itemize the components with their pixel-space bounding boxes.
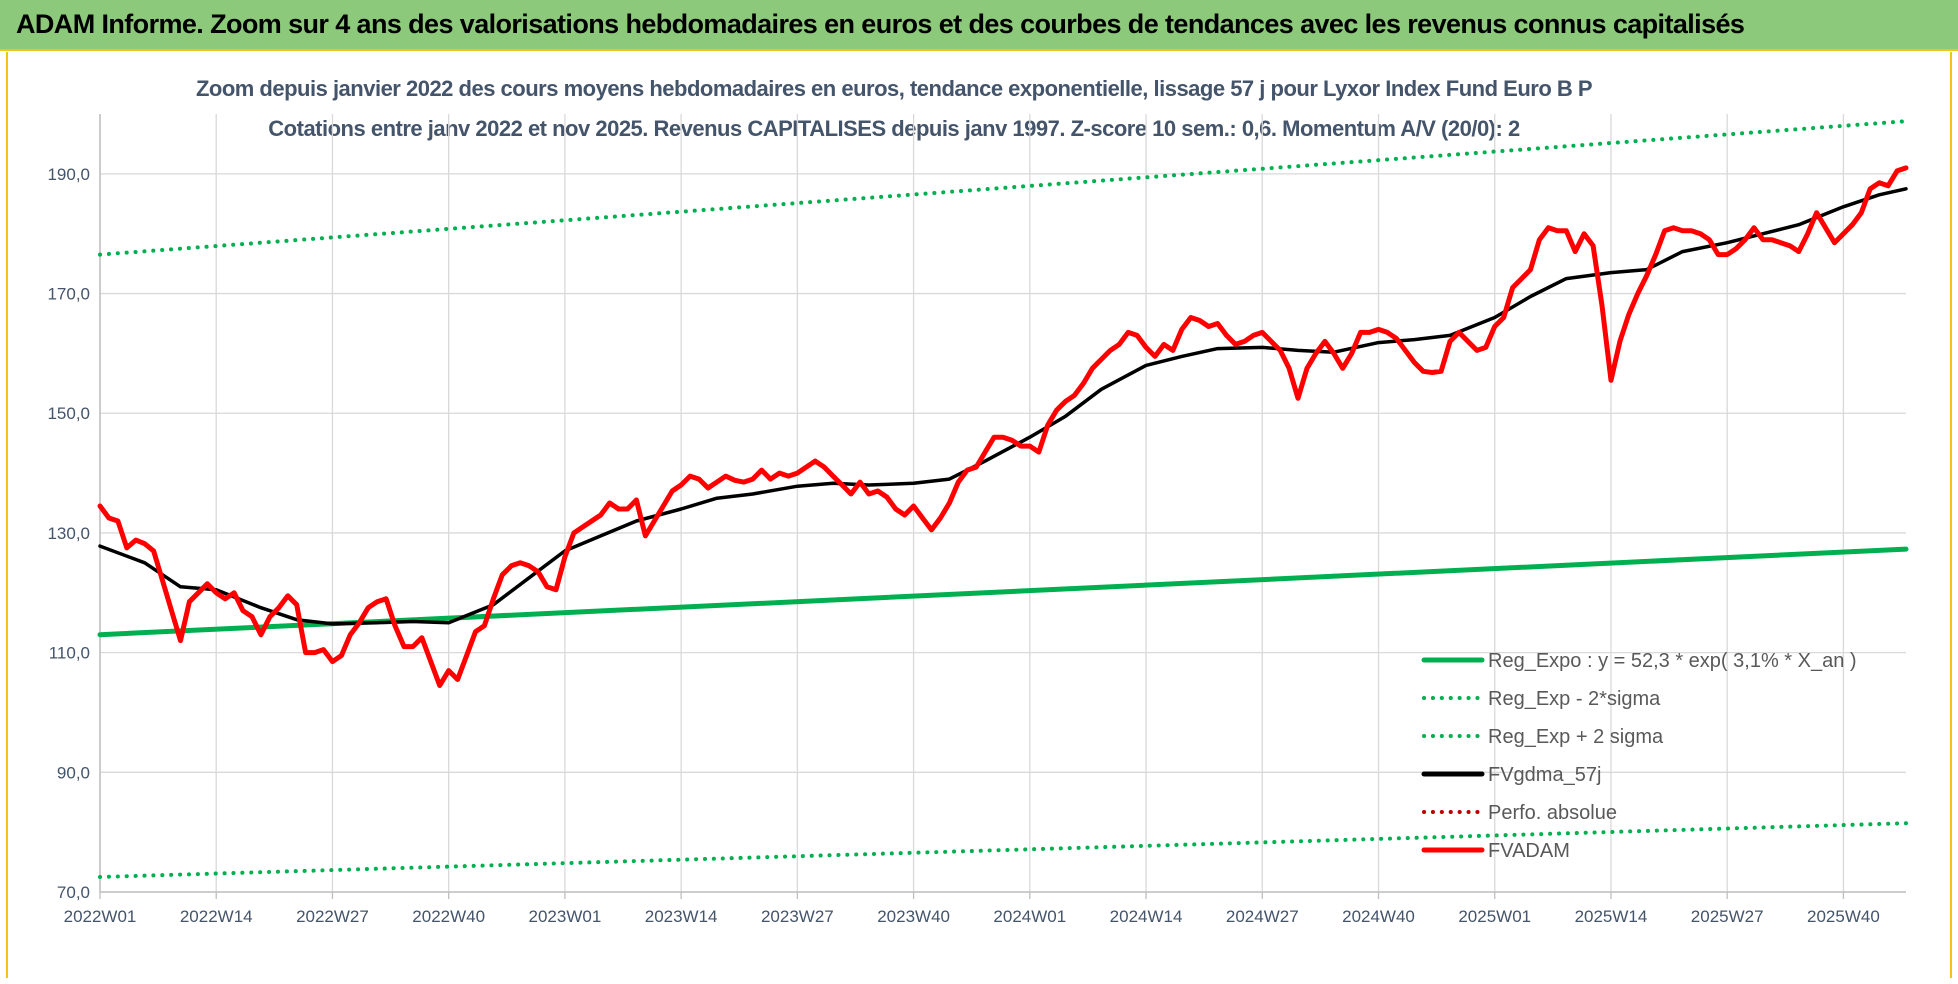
y-tick-label: 70,0 bbox=[57, 883, 90, 902]
legend-label: FVgdma_57j bbox=[1488, 764, 1601, 786]
series-line-reg-exp bbox=[98, 821, 1908, 879]
y-tick-label: 90,0 bbox=[57, 763, 90, 782]
legend: Reg_Expo : y = 52,3 * exp( 3,1% * X_an )… bbox=[1421, 650, 1857, 862]
report-title: ADAM Informe. Zoom sur 4 ans des valoris… bbox=[16, 9, 1745, 39]
chart-subtitle: Cotations entre janv 2022 et nov 2025. R… bbox=[268, 116, 1520, 141]
x-tick-label: 2022W01 bbox=[64, 907, 137, 926]
y-tick-label: 190,0 bbox=[47, 165, 90, 184]
legend-label: FVADAM bbox=[1488, 840, 1570, 862]
report-banner: ADAM Informe. Zoom sur 4 ans des valoris… bbox=[0, 0, 1958, 51]
x-tick-label: 2025W40 bbox=[1807, 907, 1880, 926]
x-tick-label: 2025W01 bbox=[1458, 907, 1531, 926]
series-line-reg-exp bbox=[98, 119, 1908, 257]
x-tick-label: 2024W27 bbox=[1226, 907, 1299, 926]
y-tick-label: 110,0 bbox=[49, 644, 90, 663]
x-tick-label: 2025W14 bbox=[1575, 907, 1648, 926]
axes: 70,0 90,0 110,0 130,0 150,0 170,0 190,0 2022W01… bbox=[47, 114, 1906, 926]
x-tick-label: 2023W14 bbox=[645, 907, 718, 926]
x-tick-label: 2023W40 bbox=[877, 907, 950, 926]
legend-label: Reg_Expo : y = 52,3 * exp( 3,1% * X_an ) bbox=[1488, 650, 1857, 672]
x-tick-label: 2024W14 bbox=[1110, 907, 1183, 926]
x-tick-label: 2024W01 bbox=[993, 907, 1066, 926]
y-tick-label: 150,0 bbox=[47, 404, 90, 423]
x-tick-label: 2023W01 bbox=[529, 907, 602, 926]
y-tick-label: 130,0 bbox=[47, 524, 90, 543]
gridlines bbox=[99, 114, 1906, 893]
y-tick-label: 170,0 bbox=[47, 285, 90, 304]
chart-frame: Zoom depuis janvier 2022 des cours moyen… bbox=[6, 52, 1952, 978]
x-tick-label: 2022W40 bbox=[412, 907, 485, 926]
x-tick-label: 2022W14 bbox=[180, 907, 253, 926]
legend-label: Reg_Exp - 2*sigma bbox=[1488, 688, 1661, 710]
x-tick-label: 2023W27 bbox=[761, 907, 834, 926]
series-line-fvgdma-57j bbox=[98, 187, 1908, 626]
x-tick-label: 2022W27 bbox=[296, 907, 369, 926]
series-line-fvadam bbox=[97, 165, 1909, 688]
legend-label: Perfo. absolue bbox=[1488, 802, 1617, 824]
chart-title: Zoom depuis janvier 2022 des cours moyen… bbox=[196, 76, 1592, 101]
x-tick-label: 2025W27 bbox=[1691, 907, 1764, 926]
series-group bbox=[97, 119, 1909, 879]
line-chart: Zoom depuis janvier 2022 des cours moyen… bbox=[47, 76, 1909, 926]
legend-label: Reg_Exp + 2 sigma bbox=[1488, 726, 1664, 748]
x-tick-label: 2024W40 bbox=[1342, 907, 1415, 926]
